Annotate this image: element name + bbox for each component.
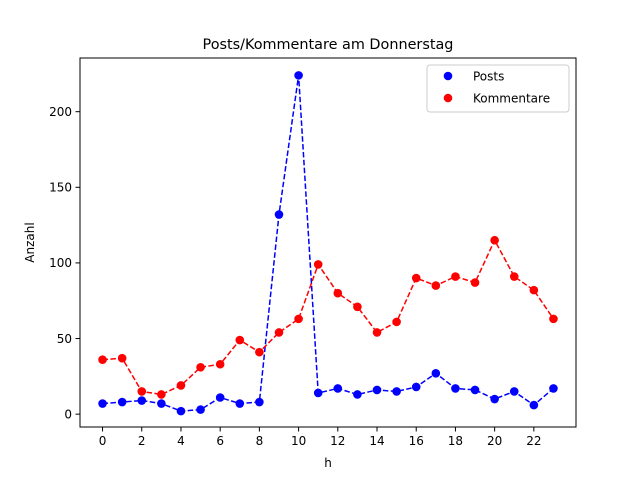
y-axis-ticks: 0 50 100 150 200	[49, 105, 80, 421]
legend-marker	[443, 93, 453, 103]
data-point	[333, 288, 343, 298]
data-point	[470, 278, 480, 287]
data-point	[353, 302, 362, 312]
data-point	[215, 359, 225, 369]
y-tick-label: 200	[49, 105, 72, 119]
data-point	[529, 400, 539, 410]
data-point	[196, 362, 205, 372]
data-point	[549, 314, 558, 324]
data-point	[431, 369, 441, 378]
x-tick-label: 18	[448, 434, 463, 448]
y-tick-label: 150	[49, 181, 72, 195]
data-point	[549, 384, 558, 393]
x-tick-label: 4	[177, 434, 185, 448]
data-point	[176, 406, 186, 416]
data-point	[372, 328, 382, 337]
data-point	[333, 384, 343, 393]
data-point	[411, 382, 421, 392]
x-axis-ticks: 0 2 4 6 8 10 12 14 16 18 20 22	[99, 427, 541, 448]
data-point	[235, 335, 245, 345]
data-point	[255, 347, 264, 357]
data-point	[117, 397, 127, 407]
data-point	[509, 387, 519, 396]
data-point	[215, 393, 225, 402]
data-point	[490, 394, 499, 404]
data-point	[196, 405, 205, 414]
data-point	[235, 399, 245, 408]
data-point	[509, 272, 519, 281]
y-axis-label: Anzahl	[23, 222, 37, 262]
data-point	[470, 385, 480, 395]
x-tick-label: 2	[138, 434, 146, 448]
x-tick-label: 8	[256, 434, 264, 448]
data-point	[451, 272, 460, 281]
data-point	[98, 355, 107, 365]
data-point	[157, 390, 166, 399]
data-point	[157, 399, 166, 408]
y-tick-label: 0	[64, 407, 72, 421]
data-point	[137, 396, 147, 405]
legend: Posts Kommentare	[426, 64, 570, 113]
data-point	[294, 314, 303, 324]
x-tick-label: 22	[526, 434, 541, 448]
data-point	[255, 397, 264, 407]
data-point	[353, 390, 362, 399]
data-point	[176, 381, 186, 390]
y-tick-label: 50	[57, 332, 72, 346]
data-point	[411, 273, 421, 283]
legend-marker	[443, 71, 453, 81]
data-point	[490, 235, 499, 245]
data-point	[529, 285, 539, 295]
data-point	[372, 385, 382, 395]
data-point	[313, 260, 323, 269]
x-tick-label: 0	[99, 434, 107, 448]
data-point	[274, 210, 284, 219]
data-point	[98, 399, 107, 408]
plot-frame	[79, 57, 577, 428]
legend-label: Posts	[473, 69, 504, 83]
chart-title: Posts/Kommentare am Donnerstag	[203, 37, 454, 53]
data-point	[451, 384, 460, 393]
x-tick-label: 16	[409, 434, 424, 448]
data-point	[431, 281, 441, 290]
data-point	[274, 328, 284, 337]
data-point	[117, 353, 127, 363]
y-tick-label: 100	[49, 256, 72, 270]
data-point	[313, 388, 323, 398]
x-axis-label: h	[324, 456, 332, 470]
x-tick-label: 14	[369, 434, 384, 448]
x-tick-label: 10	[291, 434, 306, 448]
data-point	[392, 387, 401, 396]
x-tick-label: 6	[216, 434, 224, 448]
legend-label: Kommentare	[473, 91, 550, 105]
x-tick-label: 12	[330, 434, 345, 448]
data-point	[294, 71, 303, 80]
series-layer	[98, 71, 558, 416]
data-point	[137, 387, 147, 396]
legend-box	[426, 64, 570, 113]
data-point	[392, 317, 401, 327]
x-tick-label: 20	[487, 434, 502, 448]
